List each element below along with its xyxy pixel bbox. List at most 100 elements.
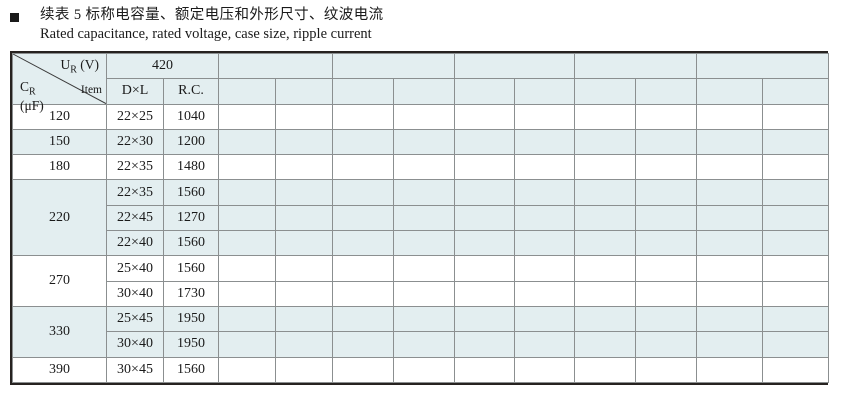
cell-case-size-empty (454, 331, 515, 358)
table-row: 30×40 1730 (13, 280, 829, 307)
cell-case-size-empty (696, 179, 763, 206)
corner-voltage-label: UR (V) (60, 57, 99, 76)
cell-case-size-empty (696, 356, 763, 384)
header-voltage-group-5 (574, 52, 697, 80)
cell-ripple-current-empty (762, 280, 829, 307)
cell-case-size-empty (454, 179, 515, 206)
header-dl-5 (574, 78, 636, 105)
cell-ripple-current-empty (393, 154, 455, 181)
cell-ripple-current-empty (762, 255, 829, 282)
header-voltage-group-6 (696, 52, 829, 80)
cell-capacitance-270: 270 (12, 255, 107, 307)
cell-ripple-current-empty (635, 204, 697, 232)
header-rc-3 (393, 78, 455, 105)
table-row: 390 30×45 1560 (12, 356, 829, 384)
cell-case-size-empty (696, 230, 763, 257)
header-dl-3 (332, 78, 394, 105)
cell-case-size-empty (332, 154, 394, 181)
cell-ripple-current-empty (393, 204, 455, 232)
cell-ripple-current: 1730 (163, 280, 219, 307)
cell-case-size: 22×25 (106, 103, 164, 130)
cell-capacitance-220: 220 (12, 179, 107, 257)
cell-case-size-empty (574, 331, 636, 358)
cell-case-size-empty (574, 305, 636, 333)
cell-case-size-empty (696, 305, 763, 333)
cell-ripple-current-empty (635, 255, 697, 282)
cell-case-size-empty (454, 280, 515, 307)
table-row: 270 25×40 1560 (12, 255, 829, 307)
header-corner: UR (V) Item CR (μF) (12, 53, 107, 113)
cell-ripple-current-empty (514, 103, 575, 130)
cell-ripple-current-empty (635, 356, 697, 384)
cell-case-size-empty (332, 255, 394, 282)
cell-case-size-empty (332, 128, 394, 156)
cell-ripple-current-empty (514, 128, 575, 156)
header-rc-1: R.C. (163, 78, 219, 105)
diagonal-line-icon (13, 54, 106, 104)
cell-case-size: 22×35 (106, 154, 164, 181)
cell-ripple-current-empty (635, 331, 697, 358)
table-row: 220 22×35 1560 (12, 179, 829, 257)
cell-ripple-current-empty (514, 356, 575, 384)
cell-ripple-current-empty (635, 179, 697, 206)
cell-case-size-empty (454, 128, 515, 156)
cell-case-size-empty (696, 331, 763, 358)
table-row: 330 25×45 1950 (12, 305, 829, 358)
cell-case-size: 22×30 (106, 128, 164, 156)
cell-case-size-empty (454, 154, 515, 181)
cell-case-size-empty (696, 204, 763, 232)
cell-ripple-current-empty (275, 103, 333, 130)
corner-capacitance-label: CR (μF) (20, 79, 44, 114)
cell-case-size-empty (454, 204, 515, 232)
cell-ripple-current-empty (275, 230, 333, 257)
cell-ripple-current-empty (762, 204, 829, 232)
title-chinese: 续表 5 标称电容量、额定电压和外形尺寸、纹波电流 (40, 7, 384, 23)
cell-case-size: 22×35 (106, 179, 164, 206)
title-english: Rated capacitance, rated voltage, case s… (40, 26, 372, 42)
cell-case-size-empty (218, 179, 276, 206)
cell-case-size-empty (332, 280, 394, 307)
header-rc-2 (275, 78, 333, 105)
table-row: 30×40 1950 (13, 331, 829, 358)
cell-ripple-current-empty (514, 154, 575, 181)
table-row: 180 22×35 1480 (12, 154, 829, 181)
cell-ripple-current-empty (275, 128, 333, 156)
header-dl-4 (454, 78, 515, 105)
cell-case-size: 25×45 (106, 305, 164, 333)
header-rc-6 (762, 78, 829, 105)
cell-ripple-current-empty (275, 356, 333, 384)
cell-ripple-current-empty (762, 179, 829, 206)
spec-table-container: UR (V) Item CR (μF) 420 D×L R.C. 120 22×25 1040 15… (10, 51, 829, 385)
cell-case-size: 25×40 (106, 255, 164, 282)
cell-case-size-empty (454, 356, 515, 384)
cell-case-size-empty (454, 230, 515, 257)
cell-case-size-empty (454, 103, 515, 130)
cell-ripple-current-empty (275, 179, 333, 206)
cell-case-size-empty (332, 103, 394, 130)
cell-case-size-empty (332, 356, 394, 384)
table-header-row-voltage: UR (V) Item CR (μF) 420 (12, 52, 829, 113)
header-voltage-group-1: 420 (106, 52, 219, 80)
cell-ripple-current-empty (393, 305, 455, 333)
cell-case-size-empty (218, 230, 276, 257)
cell-case-size-empty (696, 103, 763, 130)
header-rc-4 (514, 78, 575, 105)
cell-case-size-empty (574, 179, 636, 206)
cell-case-size-empty (218, 280, 276, 307)
cell-case-size-empty (574, 154, 636, 181)
cell-case-size-empty (574, 204, 636, 232)
header-dl-2 (218, 78, 276, 105)
cell-ripple-current-empty (514, 255, 575, 282)
cell-ripple-current-empty (762, 103, 829, 130)
spec-table-body: UR (V) Item CR (μF) 420 D×L R.C. 120 22×25 1040 15… (12, 52, 829, 384)
cell-case-size: 30×45 (106, 356, 164, 384)
table-row: 22×45 1270 (13, 204, 829, 232)
cell-ripple-current-empty (635, 154, 697, 181)
cell-case-size-empty (454, 255, 515, 282)
cell-case-size-empty (218, 103, 276, 130)
table-row: 22×40 1560 (13, 230, 829, 257)
cell-ripple-current-empty (393, 280, 455, 307)
cell-case-size-empty (574, 280, 636, 307)
square-bullet-icon (10, 13, 19, 22)
cell-ripple-current-empty (514, 331, 575, 358)
